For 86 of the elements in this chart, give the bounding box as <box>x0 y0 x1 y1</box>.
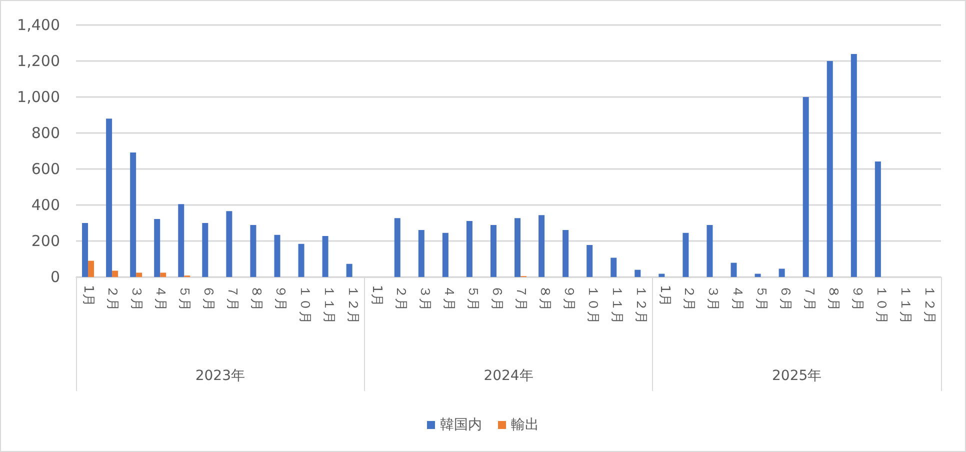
x-tick-label: ２月 <box>681 285 696 311</box>
y-tick-label: 1,400 <box>17 16 60 34</box>
bar <box>706 224 713 277</box>
x-tick-label: ９月 <box>849 285 864 311</box>
bar <box>442 232 448 277</box>
bar <box>682 232 689 277</box>
y-tick-label: 800 <box>31 124 60 142</box>
x-tick-label: ６月 <box>200 285 216 311</box>
x-tick-label: ７月 <box>513 285 528 311</box>
x-tick-label: １２月 <box>633 285 648 324</box>
text: 2025年 <box>772 368 822 384</box>
x-tick-label: ２月 <box>392 285 408 311</box>
x-tick-label: ４月 <box>729 285 744 311</box>
bar <box>418 230 424 277</box>
x-tick-label: １１月 <box>320 285 336 324</box>
legend-label: 輸出 <box>511 417 539 433</box>
bar <box>634 270 641 277</box>
x-tick-label: １２月 <box>921 285 936 324</box>
x-tick-label: ７月 <box>801 285 816 311</box>
x-tick-label: １０月 <box>585 285 600 324</box>
bar <box>730 262 737 277</box>
bar <box>130 152 136 277</box>
y-tick-label: 200 <box>31 232 60 250</box>
bar <box>394 218 400 277</box>
x-tick-label: １２月 <box>344 285 360 324</box>
x-tick-label: １０月 <box>296 285 312 324</box>
x-tick-label: 1月 <box>657 285 672 306</box>
legend-label: 韓国内 <box>440 417 482 433</box>
y-tick-label: 1,000 <box>17 88 60 106</box>
bar <box>106 118 112 277</box>
text: 2024年 <box>484 368 534 384</box>
bar <box>874 161 881 277</box>
bar <box>250 224 256 277</box>
y-tick-label: 600 <box>31 160 60 178</box>
bar <box>658 274 665 277</box>
x-tick-label: ４月 <box>152 285 168 311</box>
x-tick-label: ３月 <box>705 285 720 311</box>
bar <box>850 54 857 277</box>
bar <box>82 223 88 277</box>
bar <box>514 218 521 277</box>
y-tick-label: 400 <box>31 196 60 214</box>
bar <box>802 97 809 277</box>
x-tick-label: 1月 <box>80 285 96 306</box>
bar <box>754 274 761 277</box>
x-tick-label: ４月 <box>440 285 456 311</box>
bar <box>562 230 569 277</box>
x-tick-label: １１月 <box>897 285 912 324</box>
x-tick-label: ２月 <box>104 285 120 311</box>
text: 2023年 <box>195 368 245 384</box>
bar <box>346 264 352 277</box>
x-tick-label: ３月 <box>416 285 432 311</box>
bar <box>298 244 304 277</box>
bar <box>226 211 232 277</box>
bar <box>826 61 833 277</box>
x-tick-label: ５月 <box>464 285 480 311</box>
bar <box>490 224 496 277</box>
bar <box>178 204 184 277</box>
x-tick-label: ６月 <box>777 285 792 311</box>
x-tick-label: ５月 <box>753 285 768 311</box>
bar <box>778 268 785 277</box>
bar <box>112 270 118 277</box>
x-tick-label: １１月 <box>609 285 624 324</box>
bar <box>160 272 166 277</box>
bar <box>466 221 472 277</box>
x-tick-label: ８月 <box>537 285 552 311</box>
x-tick-label: ３月 <box>128 285 144 311</box>
x-tick-label: ５月 <box>176 285 192 311</box>
x-tick-label: ８月 <box>825 285 840 311</box>
x-tick-label: ８月 <box>248 285 264 311</box>
bar <box>610 258 617 277</box>
x-tick-label: ７月 <box>224 285 240 311</box>
x-tick-label: ９月 <box>272 285 288 311</box>
x-tick-label: １０月 <box>873 285 888 324</box>
bar <box>88 260 94 277</box>
bar <box>136 272 142 277</box>
bar <box>202 223 208 277</box>
bar <box>586 244 593 277</box>
bar <box>322 236 328 277</box>
bar <box>274 234 280 277</box>
y-tick-label: 1,200 <box>17 52 60 70</box>
y-tick-label: 0 <box>50 268 60 286</box>
bar <box>538 215 545 277</box>
x-tick-label: 1月 <box>368 285 384 306</box>
x-tick-label: ９月 <box>561 285 576 311</box>
bar <box>154 219 160 277</box>
x-tick-label: ６月 <box>488 285 504 311</box>
